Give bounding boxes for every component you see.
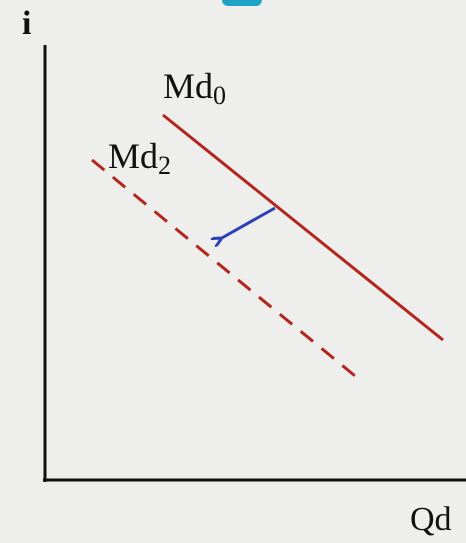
top-tab: [222, 0, 262, 6]
curve-label: Md0: [163, 66, 226, 110]
label-main: Md: [108, 136, 158, 176]
label-main: Md: [163, 66, 213, 106]
y-axis-label: i: [22, 5, 31, 42]
curve-md0: [162, 113, 444, 342]
label-sub: 2: [158, 151, 171, 180]
label-sub: 0: [213, 81, 226, 110]
shift-arrow: [220, 206, 276, 239]
x-axis-label: Qd: [410, 501, 452, 538]
curve-label: Md2: [108, 136, 171, 180]
curve-md2: [91, 158, 361, 382]
